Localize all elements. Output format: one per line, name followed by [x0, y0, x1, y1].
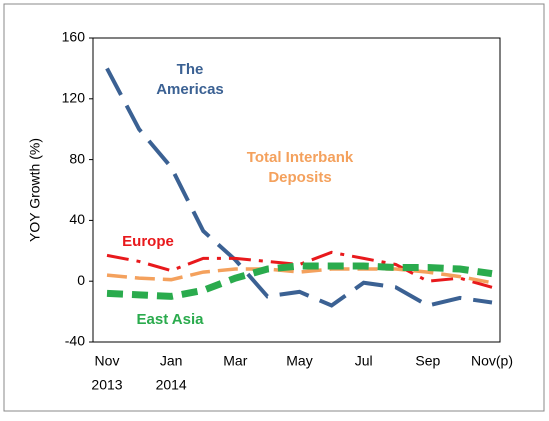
- chart-border: [3, 3, 545, 412]
- y-tick-label: 40: [69, 211, 85, 227]
- x-tick-label: May: [286, 353, 312, 369]
- series-label: The Americas: [156, 61, 224, 98]
- series-line: [105, 67, 493, 308]
- series-label-line: Deposits: [268, 169, 331, 186]
- x-tick-label: Jul: [355, 353, 373, 369]
- y-tick-label: 0: [77, 272, 85, 288]
- x-tick-label: Sep: [415, 353, 440, 369]
- x-tick-label: Jan: [160, 353, 183, 369]
- series-label: Europe: [122, 233, 174, 250]
- y-axis-label: YOY Growth (%): [27, 138, 43, 242]
- y-tick-label: 160: [62, 29, 86, 45]
- series-label: Total Interbank Deposits: [247, 149, 354, 186]
- x-tick-year: 2013: [91, 377, 122, 393]
- x-tick-label: Nov(p): [471, 353, 513, 369]
- y-tick-label: 120: [62, 90, 86, 106]
- x-tick-year: 2014: [156, 377, 187, 393]
- series-line: [106, 262, 493, 300]
- x-tick-label: Mar: [223, 353, 247, 369]
- series-label-line: The: [177, 61, 204, 78]
- series-label-line: Americas: [156, 81, 224, 98]
- series-label-line: Total Interbank: [247, 149, 354, 166]
- y-tick-label: 80: [69, 150, 85, 166]
- plot-frame: [92, 37, 501, 343]
- series-label: East Asia: [137, 311, 205, 328]
- series-line: [106, 267, 493, 285]
- x-tick-label: Nov: [95, 353, 120, 369]
- y-tick-label: -40: [65, 333, 85, 349]
